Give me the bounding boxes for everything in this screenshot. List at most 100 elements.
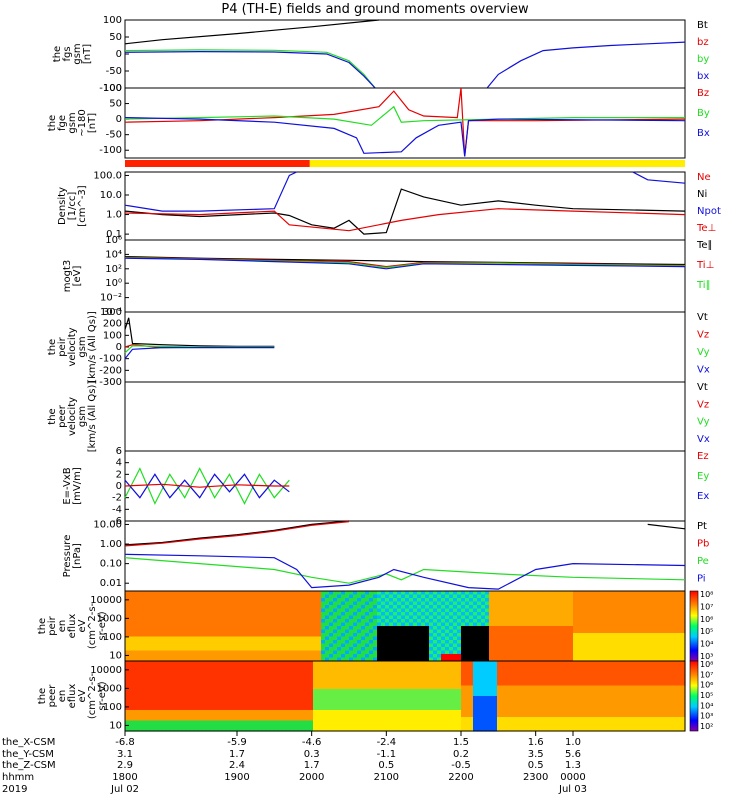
y-tick-label: 1000 xyxy=(97,683,122,694)
y-tick-label: 1.0 xyxy=(106,210,122,221)
legend-entry: Vy xyxy=(697,417,710,428)
series-ey xyxy=(124,467,290,505)
y-tick-label: 0 xyxy=(116,114,122,125)
x-tick-label: 1.0 xyxy=(565,737,581,748)
x-tick-label: -4.6 xyxy=(302,737,322,748)
series-pt xyxy=(124,520,350,546)
colorbar-tick-label: 10³ xyxy=(700,652,713,661)
x-tick-label: 2.9 xyxy=(117,760,133,771)
legend-entry: Pt xyxy=(697,521,707,532)
spectrogram xyxy=(125,591,686,662)
colorbar-tick-label: 10⁶ xyxy=(700,615,713,624)
y-axis-label: Density[1/cc][cm^-3] xyxy=(57,185,88,226)
y-tick-label: 10000 xyxy=(90,665,122,676)
legend-entry: Te⊥ xyxy=(696,223,716,234)
x-tick-label: 0.2 xyxy=(453,749,469,760)
y-tick-label: 10⁶ xyxy=(105,235,122,246)
colorbar-tick-label: 10⁴ xyxy=(700,701,713,710)
panel-peer-velocity: thepeervelocitygsm[km/s (All Qs)] Vt Vz Vy V… xyxy=(47,381,710,453)
x-row-label: the_Z-CSM xyxy=(2,760,56,771)
x-tick-label: -5.9 xyxy=(227,737,247,748)
legend-entry: Pi xyxy=(697,574,706,585)
legend-entry: Vt xyxy=(697,382,708,393)
y-axis-label: thepeervelocitygsm[km/s (All Qs)] xyxy=(47,381,98,453)
panel-peir-en-eflux: 10⁸ 10⁷ 10⁶ 10⁵ 10⁴ 10³ 10000 1000 100 10thepeire… xyxy=(37,590,713,662)
legend-entry: Vx xyxy=(697,434,710,445)
colorbar: 10⁸ 10⁷ 10⁶ 10⁵ 10⁴ 10³ xyxy=(689,590,713,662)
y-tick-label: 0 xyxy=(116,481,122,492)
x-tick-label: -6.8 xyxy=(115,737,135,748)
legend-entry: Ez xyxy=(697,451,709,462)
x-tick-label: 0.5 xyxy=(378,760,394,771)
series-by xyxy=(124,105,685,126)
legend-entry: Pe xyxy=(697,556,709,567)
panel-peir-velocity: 3002001000-100-200-300thepeirvelocitygsm… xyxy=(47,307,710,388)
series-bx xyxy=(124,50,376,89)
legend-entry: Ni xyxy=(697,189,707,200)
legend-entry: Pb xyxy=(697,539,709,550)
x-row-label: the_X-CSM xyxy=(2,737,55,748)
legend-entry: Ey xyxy=(697,471,709,482)
y-tick-label: 2 xyxy=(116,469,122,480)
y-tick-label: 10⁻² xyxy=(100,293,122,304)
legend-entry: bx xyxy=(697,71,709,82)
legend-entry: Ne xyxy=(697,172,711,183)
legend-entry: Bz xyxy=(697,88,709,99)
y-axis-label: thepeerenefluxeV(cm^2-s-sr-eV) xyxy=(37,672,108,719)
x-row-label: hhmm xyxy=(2,772,34,783)
mode-strip-slow xyxy=(125,160,310,167)
x-tick-label: 2200 xyxy=(448,772,473,783)
y-axis-label: thefgegsm~180[nT] xyxy=(47,109,98,136)
series-vx xyxy=(124,347,275,360)
x-tick-label: 1900 xyxy=(224,772,249,783)
y-tick-label: -300 xyxy=(99,377,122,388)
legend-entry: Bx xyxy=(697,128,710,139)
x-tick-label: 1.5 xyxy=(453,737,469,748)
colorbar-tick-label: 10⁶ xyxy=(700,681,713,690)
colorbar-tick-label: 10⁵ xyxy=(700,627,713,636)
y-tick-label: 0.01 xyxy=(100,578,122,589)
y-tick-label: -50 xyxy=(106,130,122,141)
x-row-label: the_Y-CSM xyxy=(2,749,54,760)
x-tick-label: 2100 xyxy=(374,772,399,783)
mode-strip-fast xyxy=(309,160,685,167)
y-tick-label: 1000 xyxy=(97,613,122,624)
panel-temperature: 10⁶ 10⁴ 10² 10⁰ 10⁻² 10⁻⁴ mogt3[eV] Te∥ Ti⊥ Ti∥ xyxy=(62,235,714,318)
y-axis-label: Pressure[nPa] xyxy=(62,535,83,578)
series-pt xyxy=(647,523,686,530)
y-tick-label: 100 xyxy=(103,83,122,94)
x-tick-label: 1.7 xyxy=(229,749,245,760)
colorbar-tick-label: 10⁷ xyxy=(700,670,713,679)
panel-frame xyxy=(124,660,686,732)
x-tick-label: 0.3 xyxy=(304,749,320,760)
y-tick-label: -4 xyxy=(112,504,122,515)
y-tick-label: -50 xyxy=(106,66,122,77)
y-tick-label: 0 xyxy=(116,49,122,60)
series-bt xyxy=(124,19,379,45)
panel-density: 100.0 10.0 1.0 0.1 Density[1/cc][cm^-3] Ne Ni N… xyxy=(57,170,721,241)
legend-entry: Npot xyxy=(697,206,721,217)
x-tick-label: Jul 03 xyxy=(558,784,587,795)
figure-title: P4 (TH-E) fields and ground moments over… xyxy=(221,2,529,17)
y-tick-label: 0.1 xyxy=(106,229,122,240)
series-bx xyxy=(124,117,686,157)
y-tick-label: 100.0 xyxy=(93,170,122,181)
y-tick-label: 100 xyxy=(103,632,122,643)
panel-pressure: 10.00 1.00 0.10 0.01 Pressure[nPa] Pt Pb Pe Pi xyxy=(62,519,709,592)
series-ne xyxy=(124,208,686,232)
legend-entry: Vy xyxy=(697,347,710,358)
panel-frame xyxy=(124,239,686,313)
y-axis-label: thefgsgsm[nT] xyxy=(52,43,93,64)
series-npot xyxy=(124,171,297,212)
colorbar-tick-label: 10⁵ xyxy=(700,691,713,700)
series-vy xyxy=(124,345,275,354)
series-by xyxy=(124,49,376,89)
y-tick-label: -2 xyxy=(112,493,122,504)
x-tick-label: 0000 xyxy=(560,772,585,783)
y-tick-label: 10.00 xyxy=(93,519,122,530)
spectrogram xyxy=(125,661,686,732)
series-ni xyxy=(124,188,686,235)
